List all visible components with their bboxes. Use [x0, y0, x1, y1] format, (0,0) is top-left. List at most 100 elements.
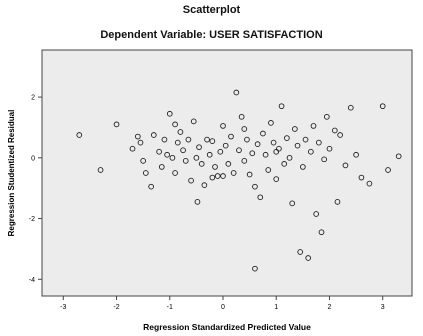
data-point — [97, 167, 104, 173]
data-point — [323, 113, 330, 120]
data-point — [385, 167, 391, 173]
data-point — [209, 174, 216, 181]
data-point — [252, 265, 258, 272]
data-point — [286, 154, 293, 161]
data-point — [113, 121, 120, 128]
data-point — [230, 170, 237, 176]
x-tick-label: -2 — [113, 304, 119, 311]
data-point — [137, 139, 144, 146]
data-point — [140, 158, 147, 164]
data-point — [188, 177, 194, 184]
data-point — [214, 173, 221, 179]
data-point — [148, 183, 154, 190]
data-point — [182, 158, 189, 164]
data-point — [177, 129, 184, 135]
data-point — [292, 126, 298, 132]
y-tick-label: -4 — [29, 277, 35, 284]
data-point — [150, 132, 157, 138]
plot-area — [41, 49, 413, 297]
data-point — [270, 139, 277, 146]
data-point — [246, 171, 253, 178]
data-point — [353, 151, 359, 158]
data-point — [297, 249, 304, 255]
data-point — [302, 136, 309, 143]
x-axis-ticks: -3 -2 -1 0 1 2 3 — [60, 296, 385, 311]
data-point — [289, 200, 296, 207]
data-point — [278, 103, 285, 110]
data-point — [220, 173, 226, 179]
data-point — [228, 133, 234, 140]
data-point — [265, 167, 272, 173]
data-point — [273, 148, 280, 155]
data-point — [196, 144, 202, 151]
data-point — [134, 133, 141, 140]
x-tick-label: 0 — [221, 304, 225, 311]
data-point — [318, 229, 325, 236]
data-point — [225, 161, 232, 167]
data-point — [249, 150, 256, 157]
data-point — [334, 199, 341, 205]
y-tick-label: 0 — [31, 155, 35, 162]
data-point — [172, 170, 178, 176]
data-point — [241, 126, 248, 132]
data-point — [379, 103, 386, 110]
data-point — [238, 113, 245, 120]
data-point — [294, 142, 301, 149]
data-point — [284, 135, 290, 141]
chart-subtitle: Dependent Variable: USER SATISFACTION — [100, 29, 323, 41]
data-point — [342, 162, 349, 169]
data-point — [300, 164, 306, 170]
data-point — [193, 154, 200, 161]
x-tick-label: 1 — [274, 304, 278, 311]
data-point — [166, 110, 173, 117]
data-point — [315, 139, 322, 146]
data-point — [161, 136, 168, 143]
data-point — [310, 123, 317, 129]
y-axis-label: Regression Studentized Residual — [7, 110, 16, 237]
data-point — [268, 120, 274, 126]
data-point — [337, 132, 343, 138]
data-point — [321, 156, 328, 163]
data-points — [76, 89, 402, 272]
y-axis-ticks: 2 0 -2 -4 — [29, 95, 42, 284]
data-point — [164, 151, 170, 158]
x-tick-label: 2 — [328, 304, 332, 311]
data-point — [129, 145, 136, 152]
x-tick-label: -1 — [167, 304, 173, 311]
data-point — [236, 147, 242, 154]
data-point — [252, 183, 258, 190]
y-tick-label: -2 — [29, 216, 35, 223]
data-point — [169, 154, 176, 161]
data-point — [209, 138, 216, 144]
data-point — [190, 118, 197, 125]
data-point — [257, 194, 264, 201]
data-point — [244, 136, 250, 143]
data-point — [76, 132, 83, 138]
y-tick-label: 2 — [31, 95, 35, 102]
chart-title: Scatterplot — [182, 4, 241, 16]
data-point — [204, 136, 210, 143]
data-point — [366, 180, 373, 187]
data-point — [220, 123, 226, 129]
data-point — [217, 148, 224, 155]
data-point — [172, 121, 178, 128]
x-tick-label: 3 — [381, 304, 385, 311]
data-point — [201, 182, 208, 188]
data-point — [358, 174, 365, 181]
data-point — [174, 139, 181, 146]
data-point — [241, 158, 248, 164]
data-point — [260, 130, 266, 137]
data-point — [180, 147, 186, 154]
x-axis-label: Regression Standardized Predicted Value — [143, 322, 311, 332]
data-point — [158, 164, 165, 170]
data-point — [206, 151, 213, 158]
data-point — [222, 142, 229, 149]
data-point — [156, 148, 162, 155]
data-point — [198, 161, 205, 167]
data-point — [194, 199, 201, 205]
data-point — [347, 104, 354, 111]
data-point — [281, 161, 288, 167]
data-point — [307, 148, 314, 155]
data-point — [233, 89, 240, 96]
